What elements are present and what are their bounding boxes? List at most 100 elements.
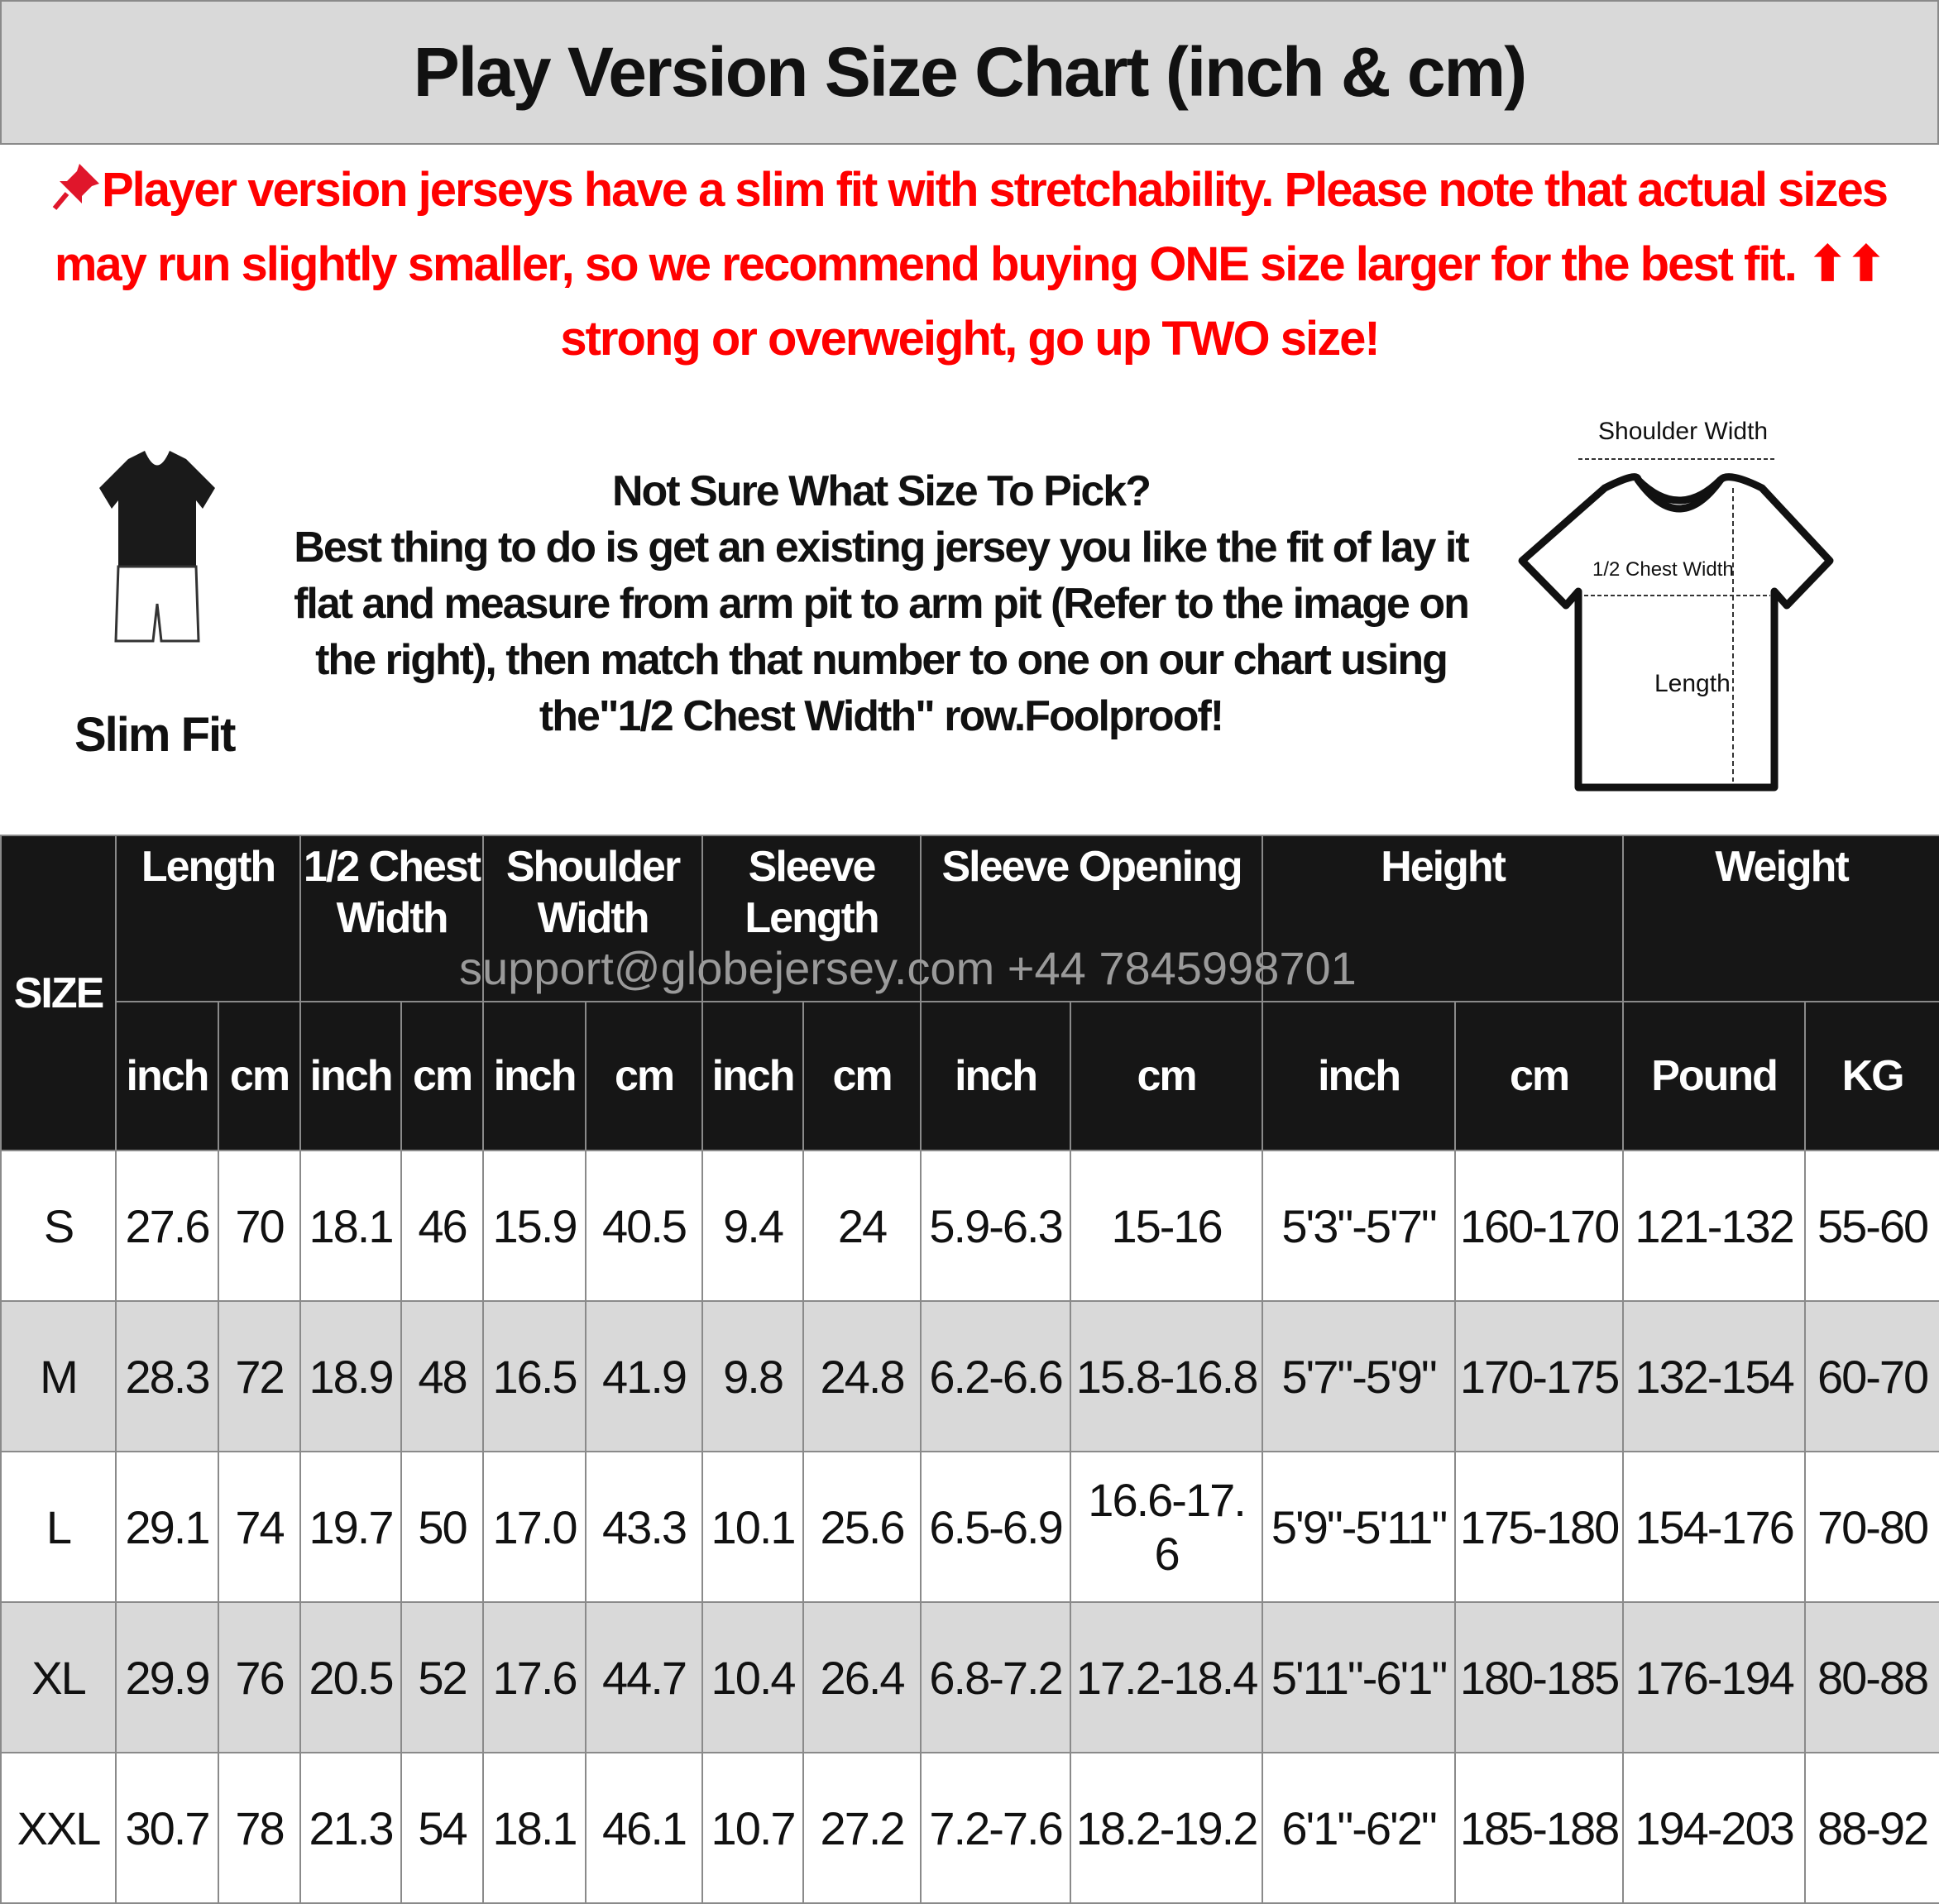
value-cell: 17.0 [482,1451,587,1603]
value-cell: 60-70 [1804,1300,1939,1452]
size-chart-table: SIZE Length 1/2 Chest Width Shoulder Width S… [0,835,1939,1904]
size-cell: L [0,1451,117,1603]
group-header: Sleeve Opening [920,835,1264,1002]
value-cell: 176-194 [1622,1601,1807,1753]
value-cell: 132-154 [1622,1300,1807,1452]
value-cell: 10.4 [701,1601,805,1753]
value-cell: 170-175 [1454,1300,1625,1452]
value-cell: 121-132 [1622,1150,1807,1302]
value-cell: 17.2-18.4 [1070,1601,1264,1753]
value-cell: 74 [217,1451,302,1603]
value-cell: 9.4 [701,1150,805,1302]
value-cell: 9.8 [701,1300,805,1452]
value-cell: 48 [400,1300,485,1452]
value-cell: 70 [217,1150,302,1302]
group-header: Sleeve Length [701,835,922,1002]
value-cell: 15.8-16.8 [1070,1300,1264,1452]
value-cell: 19.7 [299,1451,403,1603]
value-cell: 29.9 [115,1601,219,1753]
pushpin-icon [52,164,99,210]
value-cell: 30.7 [115,1752,219,1904]
value-cell: 6.8-7.2 [920,1601,1072,1753]
value-cell: 46.1 [585,1752,704,1904]
table-row: M 28.3 72 18.9 48 16.5 41.9 9.8 24.8 6.2-6.6 15.8-… [0,1300,1939,1452]
size-header: SIZE [0,835,117,1151]
size-cell: S [0,1150,117,1302]
value-cell: 40.5 [585,1150,704,1302]
unit-header: inch [299,1001,403,1151]
value-cell: 5'3"-5'7" [1262,1150,1457,1302]
size-cell: M [0,1300,117,1452]
value-cell: 18.9 [299,1300,403,1452]
group-header: 1/2 Chest Width [299,835,485,1002]
value-cell: 70-80 [1804,1451,1939,1603]
value-cell: 24.8 [802,1300,922,1452]
value-cell: 10.1 [701,1451,805,1603]
value-cell: 16.6-17. 6 [1070,1451,1264,1603]
value-cell: 44.7 [585,1601,704,1753]
value-cell: 20.5 [299,1601,403,1753]
value-cell: 41.9 [585,1300,704,1452]
table-row: S 27.6 70 18.1 46 15.9 40.5 9.4 24 5.9-6.3 15-16 5'… [0,1150,1939,1302]
group-header: Length [114,835,302,1002]
unit-header: cm [1070,1001,1264,1151]
value-cell: 7.2-7.6 [920,1752,1072,1904]
value-cell: 80-88 [1804,1601,1939,1753]
value-cell: 18.1 [482,1752,587,1904]
unit-header: inch [920,1001,1072,1151]
measurement-diagram: Shoulder Width 1/2 Chest Width Length [1514,414,1845,802]
size-cell: XXL [0,1752,117,1904]
unit-header: cm [802,1001,922,1151]
value-cell: 17.6 [482,1601,587,1753]
value-cell: 5'11"-6'1" [1262,1601,1457,1753]
value-cell: 54 [400,1752,485,1904]
value-cell: 6.5-6.9 [920,1451,1072,1603]
tshirt-outline-icon [1518,458,1834,792]
unit-header: cm [1454,1001,1625,1151]
value-cell: 5'9"-5'11" [1262,1451,1457,1603]
help-heading: Not Sure What Size To Pick? [611,467,1151,515]
unit-header: inch [115,1001,219,1151]
group-header: Shoulder Width [482,835,704,1002]
value-cell: 194-203 [1622,1752,1807,1904]
value-cell: 78 [217,1752,302,1904]
value-cell: 16.5 [482,1300,587,1452]
unit-header: inch [1262,1001,1457,1151]
unit-header: inch [701,1001,805,1151]
value-cell: 18.1 [299,1150,403,1302]
slim-fit-label: Slim Fit [74,708,236,762]
notice-text: Player version jerseys have a slim fit w… [54,163,1889,366]
help-body: Best thing to do is get an existing jers… [294,524,1470,740]
value-cell: 6'1"-6'2" [1262,1752,1457,1904]
value-cell: 43.3 [585,1451,704,1603]
value-cell: 72 [217,1300,302,1452]
value-cell: 28.3 [115,1300,219,1452]
size-cell: XL [0,1601,117,1753]
value-cell: 29.1 [115,1451,219,1603]
unit-header: cm [217,1001,302,1151]
value-cell: 185-188 [1454,1752,1625,1904]
value-cell: 15.9 [482,1150,587,1302]
value-cell: 180-185 [1454,1601,1625,1753]
value-cell: 27.2 [802,1752,922,1904]
unit-header: cm [585,1001,704,1151]
fit-notice: Player version jerseys have a slim fit w… [8,153,1931,376]
table-row: XL 29.9 76 20.5 52 17.6 44.7 10.4 26.4 6.8-7.2 17.… [0,1601,1939,1753]
unit-header: cm [400,1001,485,1151]
value-cell: 175-180 [1454,1451,1625,1603]
value-cell: 52 [400,1601,485,1753]
value-cell: 26.4 [802,1601,922,1753]
unit-header: KG [1804,1001,1939,1151]
value-cell: 154-176 [1622,1451,1807,1603]
value-cell: 6.2-6.6 [920,1300,1072,1452]
value-cell: 5.9-6.3 [920,1150,1072,1302]
value-cell: 5'7"-5'9" [1262,1300,1457,1452]
value-cell: 18.2-19.2 [1070,1752,1264,1904]
value-cell: 76 [217,1601,302,1753]
value-cell: 55-60 [1804,1150,1939,1302]
slim-fit-jersey-icon [99,451,215,643]
value-cell: 50 [400,1451,485,1603]
table-row: XXL 30.7 78 21.3 54 18.1 46.1 10.7 27.2 7.2-7.6 18… [0,1752,1939,1904]
value-cell: 10.7 [701,1752,805,1904]
value-cell: 27.6 [115,1150,219,1302]
